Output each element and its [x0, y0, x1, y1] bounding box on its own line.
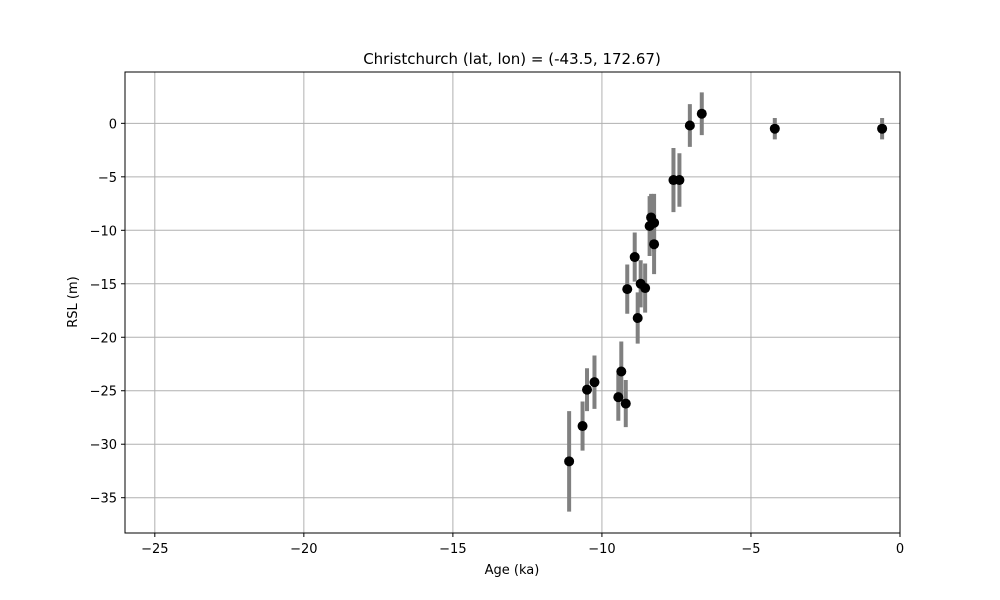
x-tick-label: −20	[290, 542, 317, 557]
x-tick-label: −10	[588, 542, 615, 557]
data-point	[616, 366, 627, 377]
data-point	[632, 313, 643, 324]
data-point	[589, 377, 600, 388]
data-point	[620, 398, 631, 409]
plot-area	[125, 72, 900, 533]
x-axis-ticks: −25 −20 −15 −10 −5 0	[141, 533, 904, 557]
data-point	[577, 421, 588, 432]
data-point	[649, 239, 660, 250]
y-tick-label: −5	[98, 171, 117, 186]
chart-title: Christchurch (lat, lon) = (-43.5, 172.67…	[363, 50, 661, 68]
data-point	[684, 120, 695, 131]
y-tick-label: −25	[90, 385, 117, 400]
y-tick-label: −30	[90, 438, 117, 453]
x-tick-label: 0	[896, 542, 904, 557]
y-axis-label: RSL (m)	[66, 276, 81, 327]
data-point	[629, 252, 640, 263]
data-point	[674, 175, 685, 186]
data-point	[582, 384, 593, 395]
data-point	[769, 123, 780, 134]
x-axis-label: Age (ka)	[485, 563, 540, 578]
plot-frame	[124, 71, 901, 534]
y-axis-ticks: −35 −30 −25 −20 −15 −10 −5 0	[90, 117, 125, 507]
data-point	[640, 283, 651, 294]
y-tick-label: 0	[109, 117, 117, 132]
x-tick-label: −25	[141, 542, 168, 557]
data-point	[622, 284, 633, 295]
x-tick-label: −5	[741, 542, 760, 557]
data-point	[564, 456, 575, 467]
data-point	[613, 392, 624, 403]
data-point	[877, 123, 888, 134]
y-tick-label: −20	[90, 331, 117, 346]
data-point	[696, 108, 707, 119]
data-point	[649, 217, 660, 228]
data-points	[564, 108, 888, 467]
y-tick-label: −10	[90, 224, 117, 239]
y-tick-label: −35	[90, 492, 117, 507]
x-tick-label: −15	[439, 542, 466, 557]
y-tick-label: −15	[90, 278, 117, 293]
